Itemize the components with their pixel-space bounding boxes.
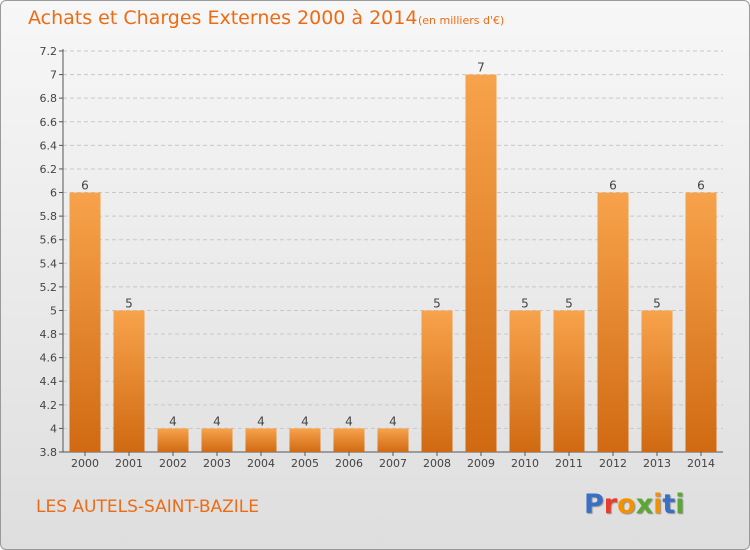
y-tick-label: 5.8 [40,210,58,223]
bar-value-label: 5 [521,296,529,310]
x-tick-label: 2013 [643,457,671,470]
x-tick-label: 2012 [599,457,627,470]
y-tick-label: 4.8 [40,328,58,341]
brand-letter: P [584,489,604,520]
y-tick-label: 6.4 [40,139,58,152]
proxiti-logo: Proxiti [584,489,685,520]
bar [641,310,673,452]
y-tick-label: 4 [50,422,57,435]
bar-value-label: 6 [81,179,89,193]
x-tick-label: 2009 [467,457,495,470]
x-tick-label: 2014 [687,457,715,470]
bar [553,310,585,452]
x-tick-label: 2004 [247,457,275,470]
y-tick-label: 6.8 [40,92,58,105]
brand-letter: x [635,489,654,520]
bar-value-label: 6 [697,179,705,193]
bar [597,192,629,452]
y-tick-label: 6.2 [40,163,58,176]
bar-chart: 3.8 4 4.2 4.4 4.6 4.8 5 5.2 5.4 5.6 5.8 6 6.2 6.4 6.6 6… [40,45,723,470]
y-tick-label: 5.4 [40,257,58,270]
y-tick-label: 5 [50,304,57,317]
chart-subtitle: (en milliers d'€) [418,14,505,27]
bar [465,74,497,453]
bar [509,310,541,452]
brand-letter: i [675,489,685,520]
bar [113,310,145,452]
bar [333,428,365,452]
y-tick-label: 5.6 [40,234,58,247]
chart-title: Achats et Charges Externes 2000 à 2014 [28,7,418,29]
bar-value-label: 5 [653,296,661,310]
y-tick-label: 7 [50,69,57,82]
x-tick-label: 2008 [423,457,451,470]
bar-value-label: 4 [301,414,309,428]
bar [69,192,101,452]
bar [421,310,453,452]
y-tick-label: 4.2 [40,399,58,412]
bar-value-label: 4 [213,414,221,428]
y-tick-label: 4.4 [40,375,58,388]
x-tick-label: 2000 [71,457,99,470]
y-tick-label: 6.6 [40,116,58,129]
x-tick-label: 2005 [291,457,319,470]
bar [245,428,277,452]
bar-value-label: 5 [433,296,441,310]
brand-letter: o [617,489,636,520]
x-tick-label: 2003 [203,457,231,470]
y-tick-label: 5.2 [40,281,58,294]
bar [685,192,717,452]
bar-value-label: 4 [389,414,397,428]
bar-value-label: 5 [565,296,573,310]
bar-value-label: 4 [345,414,353,428]
x-tick-label: 2002 [159,457,187,470]
y-tick-label: 7.2 [40,45,58,58]
bar [201,428,233,452]
x-tick-label: 2011 [555,457,583,470]
x-tick-label: 2006 [335,457,363,470]
bar [289,428,321,452]
brand-letter: t [662,489,676,520]
x-tick-label: 2010 [511,457,539,470]
location-name: LES AUTELS-SAINT-BAZILE [36,497,259,517]
bar-value-label: 5 [125,296,133,310]
bar [377,428,409,452]
y-tick-label: 3.8 [40,446,58,459]
bar-value-label: 7 [477,61,485,75]
y-tick-label: 4.6 [40,352,58,365]
bar-value-label: 4 [169,414,177,428]
brand-letter: i [653,489,663,520]
bar [157,428,189,452]
x-tick-label: 2001 [115,457,143,470]
x-tick-label: 2007 [379,457,407,470]
y-tick-label: 6 [50,187,57,200]
bar-value-label: 6 [609,179,617,193]
brand-letter: r [603,489,618,520]
labels: 3.8 4 4.2 4.4 4.6 4.8 5 5.2 5.4 5.6 5.8 6 6.2 6.4 6.6 6… [40,45,716,470]
bar-value-label: 4 [257,414,265,428]
bars [69,74,717,453]
